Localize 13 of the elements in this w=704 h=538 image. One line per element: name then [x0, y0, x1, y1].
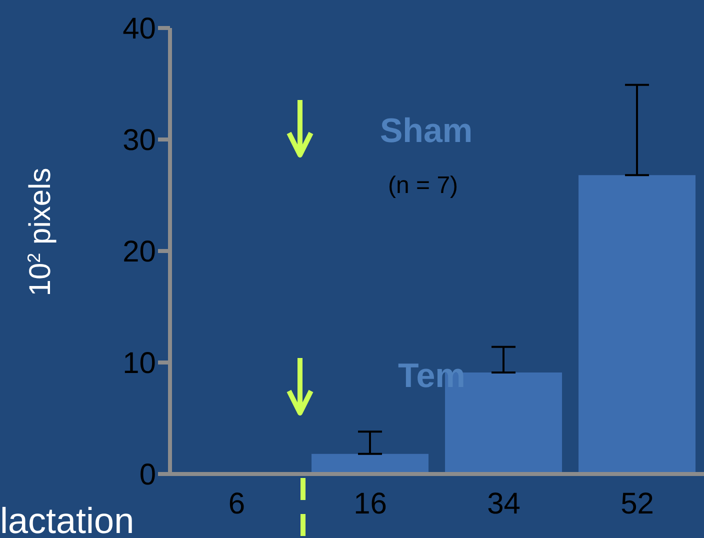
x-tick-label: 6	[228, 487, 246, 520]
x-tick-label: 52	[620, 487, 654, 520]
y-tick-label: 40	[122, 12, 156, 46]
bar	[578, 175, 696, 474]
x-axis-title: lactation	[0, 500, 134, 538]
y-tick-label: 10	[122, 347, 156, 380]
annotation: (n = 7)	[388, 172, 458, 200]
annotation: Sham	[380, 112, 473, 151]
y-tick-label: 30	[122, 124, 156, 158]
y-tick-label: 0	[139, 458, 156, 492]
y-tick-label: 20	[122, 236, 156, 269]
x-tick-label: 16	[354, 487, 387, 520]
x-tick-label: 34	[487, 487, 520, 520]
